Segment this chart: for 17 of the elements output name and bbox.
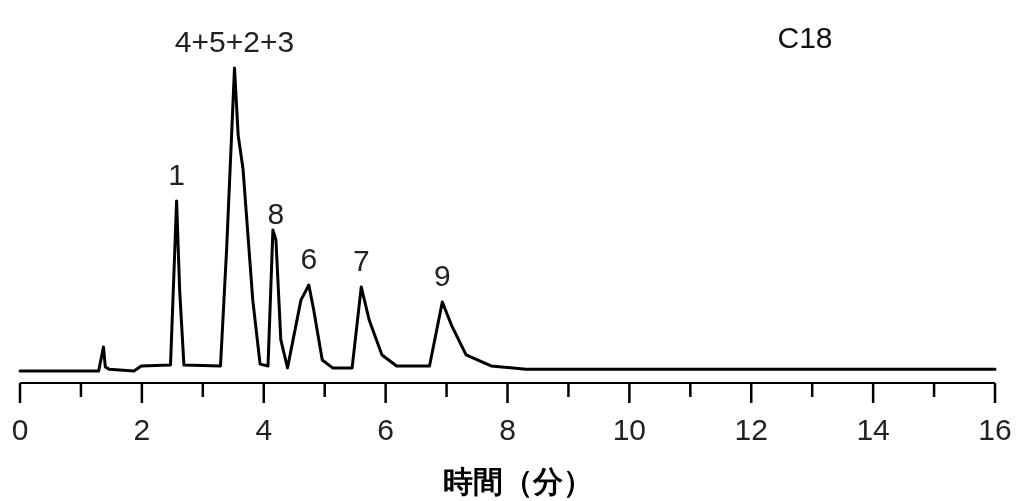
x-tick-label: 14 xyxy=(856,413,890,446)
x-tick-label: 12 xyxy=(734,413,768,446)
x-tick-label: 2 xyxy=(133,413,151,446)
annotation: 1 xyxy=(168,157,185,191)
x-tick-label: 6 xyxy=(377,413,394,446)
x-tick-label: 0 xyxy=(11,413,29,446)
annotation: 7 xyxy=(352,243,370,277)
x-tick-label: 8 xyxy=(499,413,516,446)
x-tick-label: 4 xyxy=(255,413,273,446)
annotation: 8 xyxy=(267,196,285,230)
annotation: 9 xyxy=(433,259,451,293)
chart-title: C18 xyxy=(777,21,833,54)
x-tick-label: 10 xyxy=(612,413,647,446)
annotation: 6 xyxy=(300,242,318,276)
x-axis-title: 時間（分） xyxy=(442,465,593,498)
annotation: 4+5+2+3 xyxy=(174,25,295,58)
x-tick-label: 16 xyxy=(978,413,1012,446)
